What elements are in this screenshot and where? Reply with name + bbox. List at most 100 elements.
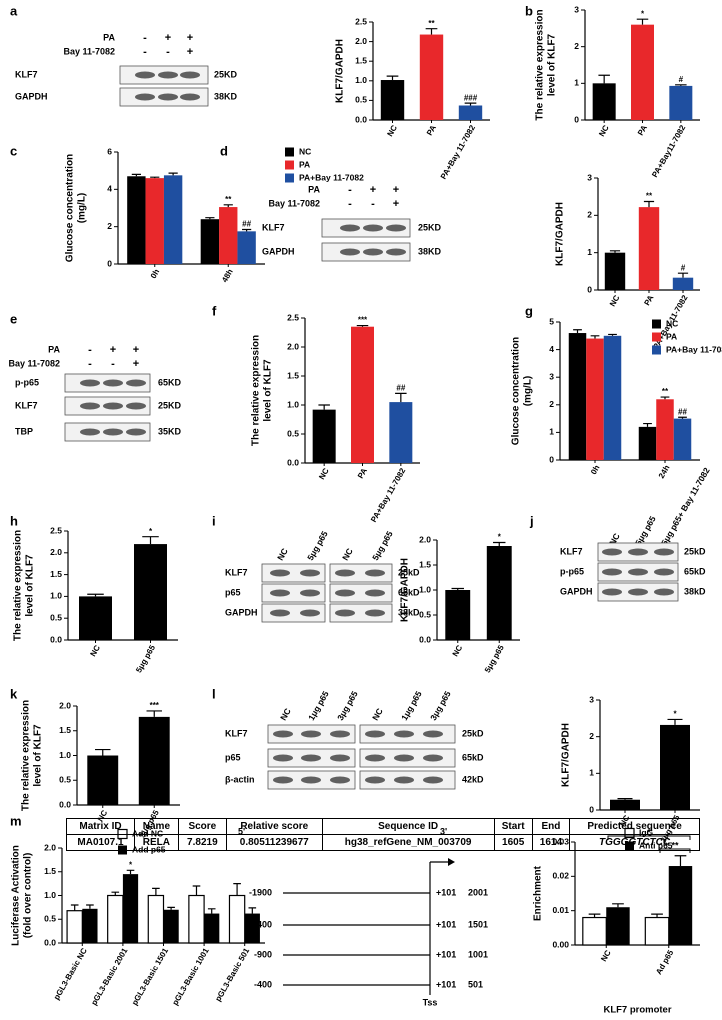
x-tick-label: PA [636,123,649,137]
protein-label: GAPDH [560,586,593,596]
blot-band [103,428,123,436]
error-bar [425,28,438,35]
significance: ### [464,93,478,102]
bar [244,913,260,943]
blot-band [365,569,385,577]
bar [82,908,98,943]
x-tick-label: pGL3-Basic 2001 [89,946,129,1007]
blot-band [335,589,355,597]
condition-sign: - [348,198,352,210]
x-tick-label: 48h [220,267,235,284]
condition-sign: - [371,198,375,210]
condition-sign: + [393,198,399,210]
construct-start: -400 [254,979,272,989]
protein-label: KLF7 [15,69,38,79]
y-tick-label: 2.5 [355,16,367,26]
y-tick-label: 0.0 [44,937,56,947]
error-bar [451,587,464,590]
error-bar [168,172,178,176]
blot-band [270,589,290,597]
condition-sign: + [370,184,376,196]
blot-band [270,609,290,617]
significance: *** [358,316,368,325]
panel-label: k [10,686,18,701]
th: Sequence ID [321,818,495,835]
lane-label: NC [278,706,293,722]
y-tick-label: 1.5 [355,55,367,65]
td: 1605 [493,834,533,851]
blot-band [394,754,414,762]
significance: * [498,533,502,542]
tss-arrowhead [448,858,455,866]
legend-label: PA+Bay 11-7082 [666,344,722,354]
blot-band [335,569,355,577]
bar [631,24,654,121]
panel-label: l [212,686,216,701]
error-bar [643,200,655,208]
legend-swatch [652,345,661,355]
y-tick-label: 3 [549,371,554,381]
th: Matrix ID [66,818,135,835]
significance: ## [242,220,251,229]
protein-label: KLF7 [15,400,38,410]
legend-swatch [285,147,294,157]
y-tick-label: 2.0 [419,534,431,544]
y-tick-label: 1.0 [50,591,62,601]
bar [163,175,183,264]
x-tick-label: pGL3-Basic 1501 [130,946,170,1007]
bar [219,207,238,264]
bar [644,916,670,946]
error-bar [70,904,79,911]
error-bar [131,173,141,177]
condition-label: Bay 11-7082 [63,46,115,56]
error-bar [111,891,120,896]
x-tick-label: PA [642,293,655,307]
bar [380,80,405,120]
y-axis-label: KLF7/GAPDH [400,558,411,622]
bar [204,913,220,943]
significance: ** [225,195,232,204]
y-axis-label: Enrichment [533,865,544,921]
error-bar [573,329,582,334]
bar [486,546,512,640]
y-axis-label: (fold over control) [23,853,34,939]
blot-band [180,71,200,79]
y-tick-label: 1.5 [419,559,431,569]
lane-label: 1μg p65 [399,689,424,722]
th: Score [177,818,227,835]
blot-band [300,609,320,617]
bar [582,916,607,946]
condition-label: Bay 11-7082 [8,358,60,368]
td: hg38_refGene_NM_003709 [321,834,495,851]
bar [127,176,146,264]
blot-band [654,568,674,576]
condition-sign: + [110,344,116,356]
construct-length: 1501 [468,919,488,929]
blot-band [80,402,100,410]
significance: ** [646,192,653,201]
blot-box [261,603,326,623]
bar [604,252,626,290]
bar [669,85,693,120]
significance: ** [428,19,435,28]
condition-sign: + [393,184,399,196]
blot-band [365,589,385,597]
y-tick-label: 0.5 [44,914,56,924]
x-tick-label: PA [356,466,369,480]
bar [458,105,483,120]
construct-start: -1400 [249,919,272,929]
y-axis-label: KLF7/GAPDH [555,202,566,266]
bar [603,335,622,460]
y-axis-label: level of KLF7 [33,724,44,787]
lane-label: 5μg p65 [633,514,658,547]
blot-band [394,730,414,738]
bar [668,866,693,945]
blot-box [329,603,393,623]
significance: *** [150,701,160,710]
y-tick-label: 1.5 [59,725,71,735]
condition-sign: + [165,32,171,44]
lane-label: 5μg p65+ Bay 11-7082 [659,466,712,548]
td: 7.8219 [177,834,227,851]
blot-band [365,730,385,738]
blot-band [300,569,320,577]
